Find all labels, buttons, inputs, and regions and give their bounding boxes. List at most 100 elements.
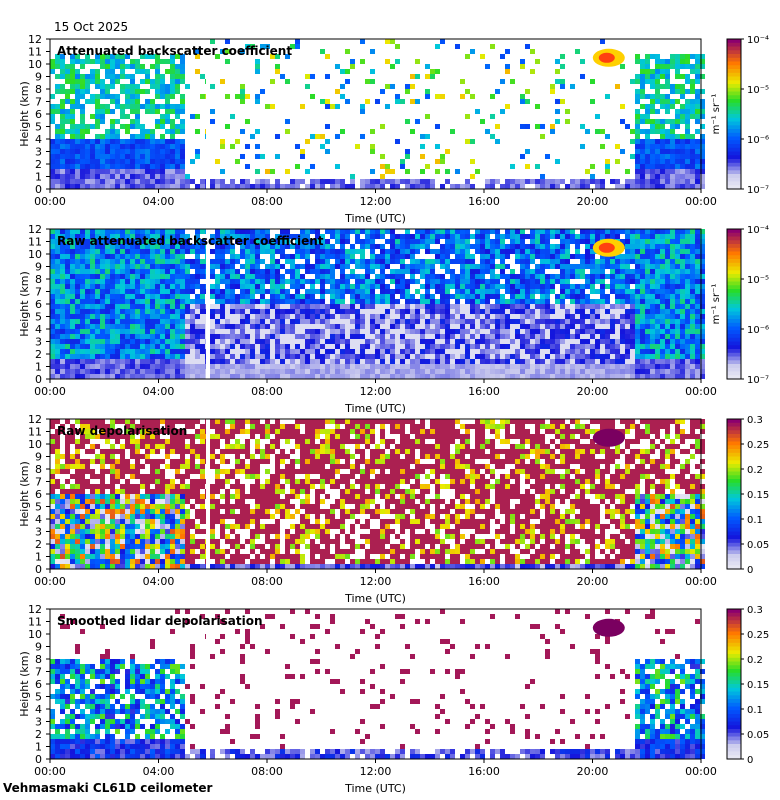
- colorbar-segment: [727, 740, 741, 745]
- x-tick-label: 04:00: [143, 385, 175, 398]
- colorbar-segment: [727, 84, 741, 89]
- panel-2: Raw attenuated backscatter coefficient01…: [18, 223, 769, 415]
- colorbar-tick-label: 10⁻⁵: [747, 85, 769, 96]
- colorbar-segment: [727, 687, 741, 693]
- colorbar-segment: [727, 277, 741, 283]
- y-tick-label: 0: [35, 373, 42, 386]
- y-tick-label: 9: [35, 261, 42, 274]
- colorbar-segment: [727, 117, 741, 123]
- colorbar-segment: [727, 747, 741, 753]
- x-tick-label: 16:00: [468, 575, 500, 588]
- colorbar-segment: [727, 259, 741, 264]
- y-tick-label: 7: [35, 476, 42, 489]
- colorbar-tick-label: 10⁻⁵: [747, 275, 769, 286]
- heatmap-cells: [50, 419, 705, 569]
- colorbar-segment: [727, 527, 741, 533]
- colorbar-tick-label: 0.25: [747, 440, 769, 451]
- colorbar-segment: [727, 177, 741, 183]
- colorbar-segment: [727, 132, 741, 138]
- colorbar-segment: [727, 91, 741, 96]
- colorbar-segment: [727, 65, 741, 70]
- colorbar-segment: [727, 356, 741, 361]
- colorbar-segment: [727, 162, 741, 168]
- y-tick-label: 10: [28, 58, 42, 71]
- y-tick-label: 1: [35, 171, 42, 184]
- colorbar-segment: [727, 140, 741, 145]
- colorbar-segment: [727, 334, 741, 339]
- colorbar-segment: [727, 319, 741, 324]
- colorbar-segment: [727, 72, 741, 78]
- y-tick-label: 9: [35, 71, 42, 84]
- colorbar-segment: [727, 486, 741, 491]
- x-tick-label: 12:00: [360, 385, 392, 398]
- colorbar-segment: [727, 646, 741, 651]
- colorbar-segment: [727, 251, 741, 256]
- y-axis-label: Height (km): [18, 81, 31, 147]
- colorbar-segment: [727, 289, 741, 294]
- x-tick-label: 00:00: [685, 195, 717, 208]
- heatmap-cells: [50, 39, 705, 189]
- colorbar-segment: [727, 714, 741, 719]
- colorbar-tick-label: 0: [747, 565, 753, 576]
- colorbar-segment: [727, 430, 741, 435]
- colorbar-segment: [727, 330, 741, 335]
- colorbar-tick-label: 0.05: [747, 730, 769, 741]
- colorbar-segment: [727, 744, 741, 749]
- y-tick-label: 2: [35, 728, 42, 741]
- colorbar: 10⁻⁷ 10⁻⁶ 10⁻⁵ 10⁻⁴ m⁻¹ sr⁻¹: [711, 35, 769, 196]
- colorbar-segment: [727, 669, 741, 674]
- y-tick-label: 1: [35, 741, 42, 754]
- x-axis-label: Time (UTC): [344, 782, 406, 795]
- colorbar-tick-label: 10⁻⁴: [747, 35, 769, 46]
- colorbar-tick-label: 10⁻⁴: [747, 225, 769, 236]
- colorbar-segment: [727, 61, 741, 66]
- colorbar-segment: [727, 535, 741, 540]
- colorbar-segment: [727, 285, 741, 290]
- colorbar-segment: [727, 360, 741, 365]
- colorbar-segment: [727, 69, 741, 74]
- colorbar-segment: [727, 654, 741, 659]
- y-tick-label: 9: [35, 451, 42, 464]
- colorbar-segment: [727, 247, 741, 253]
- x-tick-label: 08:00: [251, 385, 283, 398]
- colorbar-segment: [727, 657, 741, 663]
- x-tick-label: 12:00: [360, 575, 392, 588]
- colorbar-segment: [727, 422, 741, 428]
- colorbar-tick-label: 0.1: [747, 705, 763, 716]
- colorbar-segment: [727, 95, 741, 100]
- panel-title: Smoothed lidar depolarisation: [57, 614, 263, 628]
- colorbar-segment: [727, 274, 741, 279]
- colorbar-segment: [727, 755, 741, 760]
- colorbar-segment: [727, 725, 741, 730]
- colorbar-segment: [727, 665, 741, 670]
- x-tick-label: 04:00: [143, 765, 175, 778]
- colorbar-segment: [727, 494, 741, 499]
- colorbar-segment: [727, 57, 741, 63]
- colorbar-segment: [727, 419, 741, 424]
- colorbar-tick-label: 10⁻⁶: [747, 135, 769, 146]
- colorbar-tick-label: 0.1: [747, 515, 763, 526]
- colorbar-segment: [727, 80, 741, 85]
- colorbar-frame: [726, 38, 742, 190]
- y-tick-label: 4: [35, 133, 42, 146]
- colorbar-segment: [727, 296, 741, 301]
- colorbar-segment: [727, 232, 741, 238]
- colorbar-segment: [727, 174, 741, 179]
- x-tick-label: 00:00: [685, 765, 717, 778]
- y-tick-label: 2: [35, 158, 42, 171]
- colorbar-segment: [727, 542, 741, 548]
- x-axis-label: Time (UTC): [344, 592, 406, 605]
- y-tick-label: 8: [35, 83, 42, 96]
- colorbar-segment: [727, 300, 741, 305]
- x-tick-label: 20:00: [577, 765, 609, 778]
- colorbar-tick-label: 0.2: [747, 465, 763, 476]
- colorbar-segment: [727, 307, 741, 313]
- colorbar-segment: [727, 87, 741, 93]
- x-tick-label: 00:00: [34, 575, 66, 588]
- colorbar-segment: [727, 452, 741, 458]
- colorbar-segment: [727, 516, 741, 521]
- y-axis-label: Height (km): [18, 271, 31, 337]
- colorbar-segment: [727, 620, 741, 625]
- y-tick-label: 6: [35, 678, 42, 691]
- colorbar-segment: [727, 229, 741, 234]
